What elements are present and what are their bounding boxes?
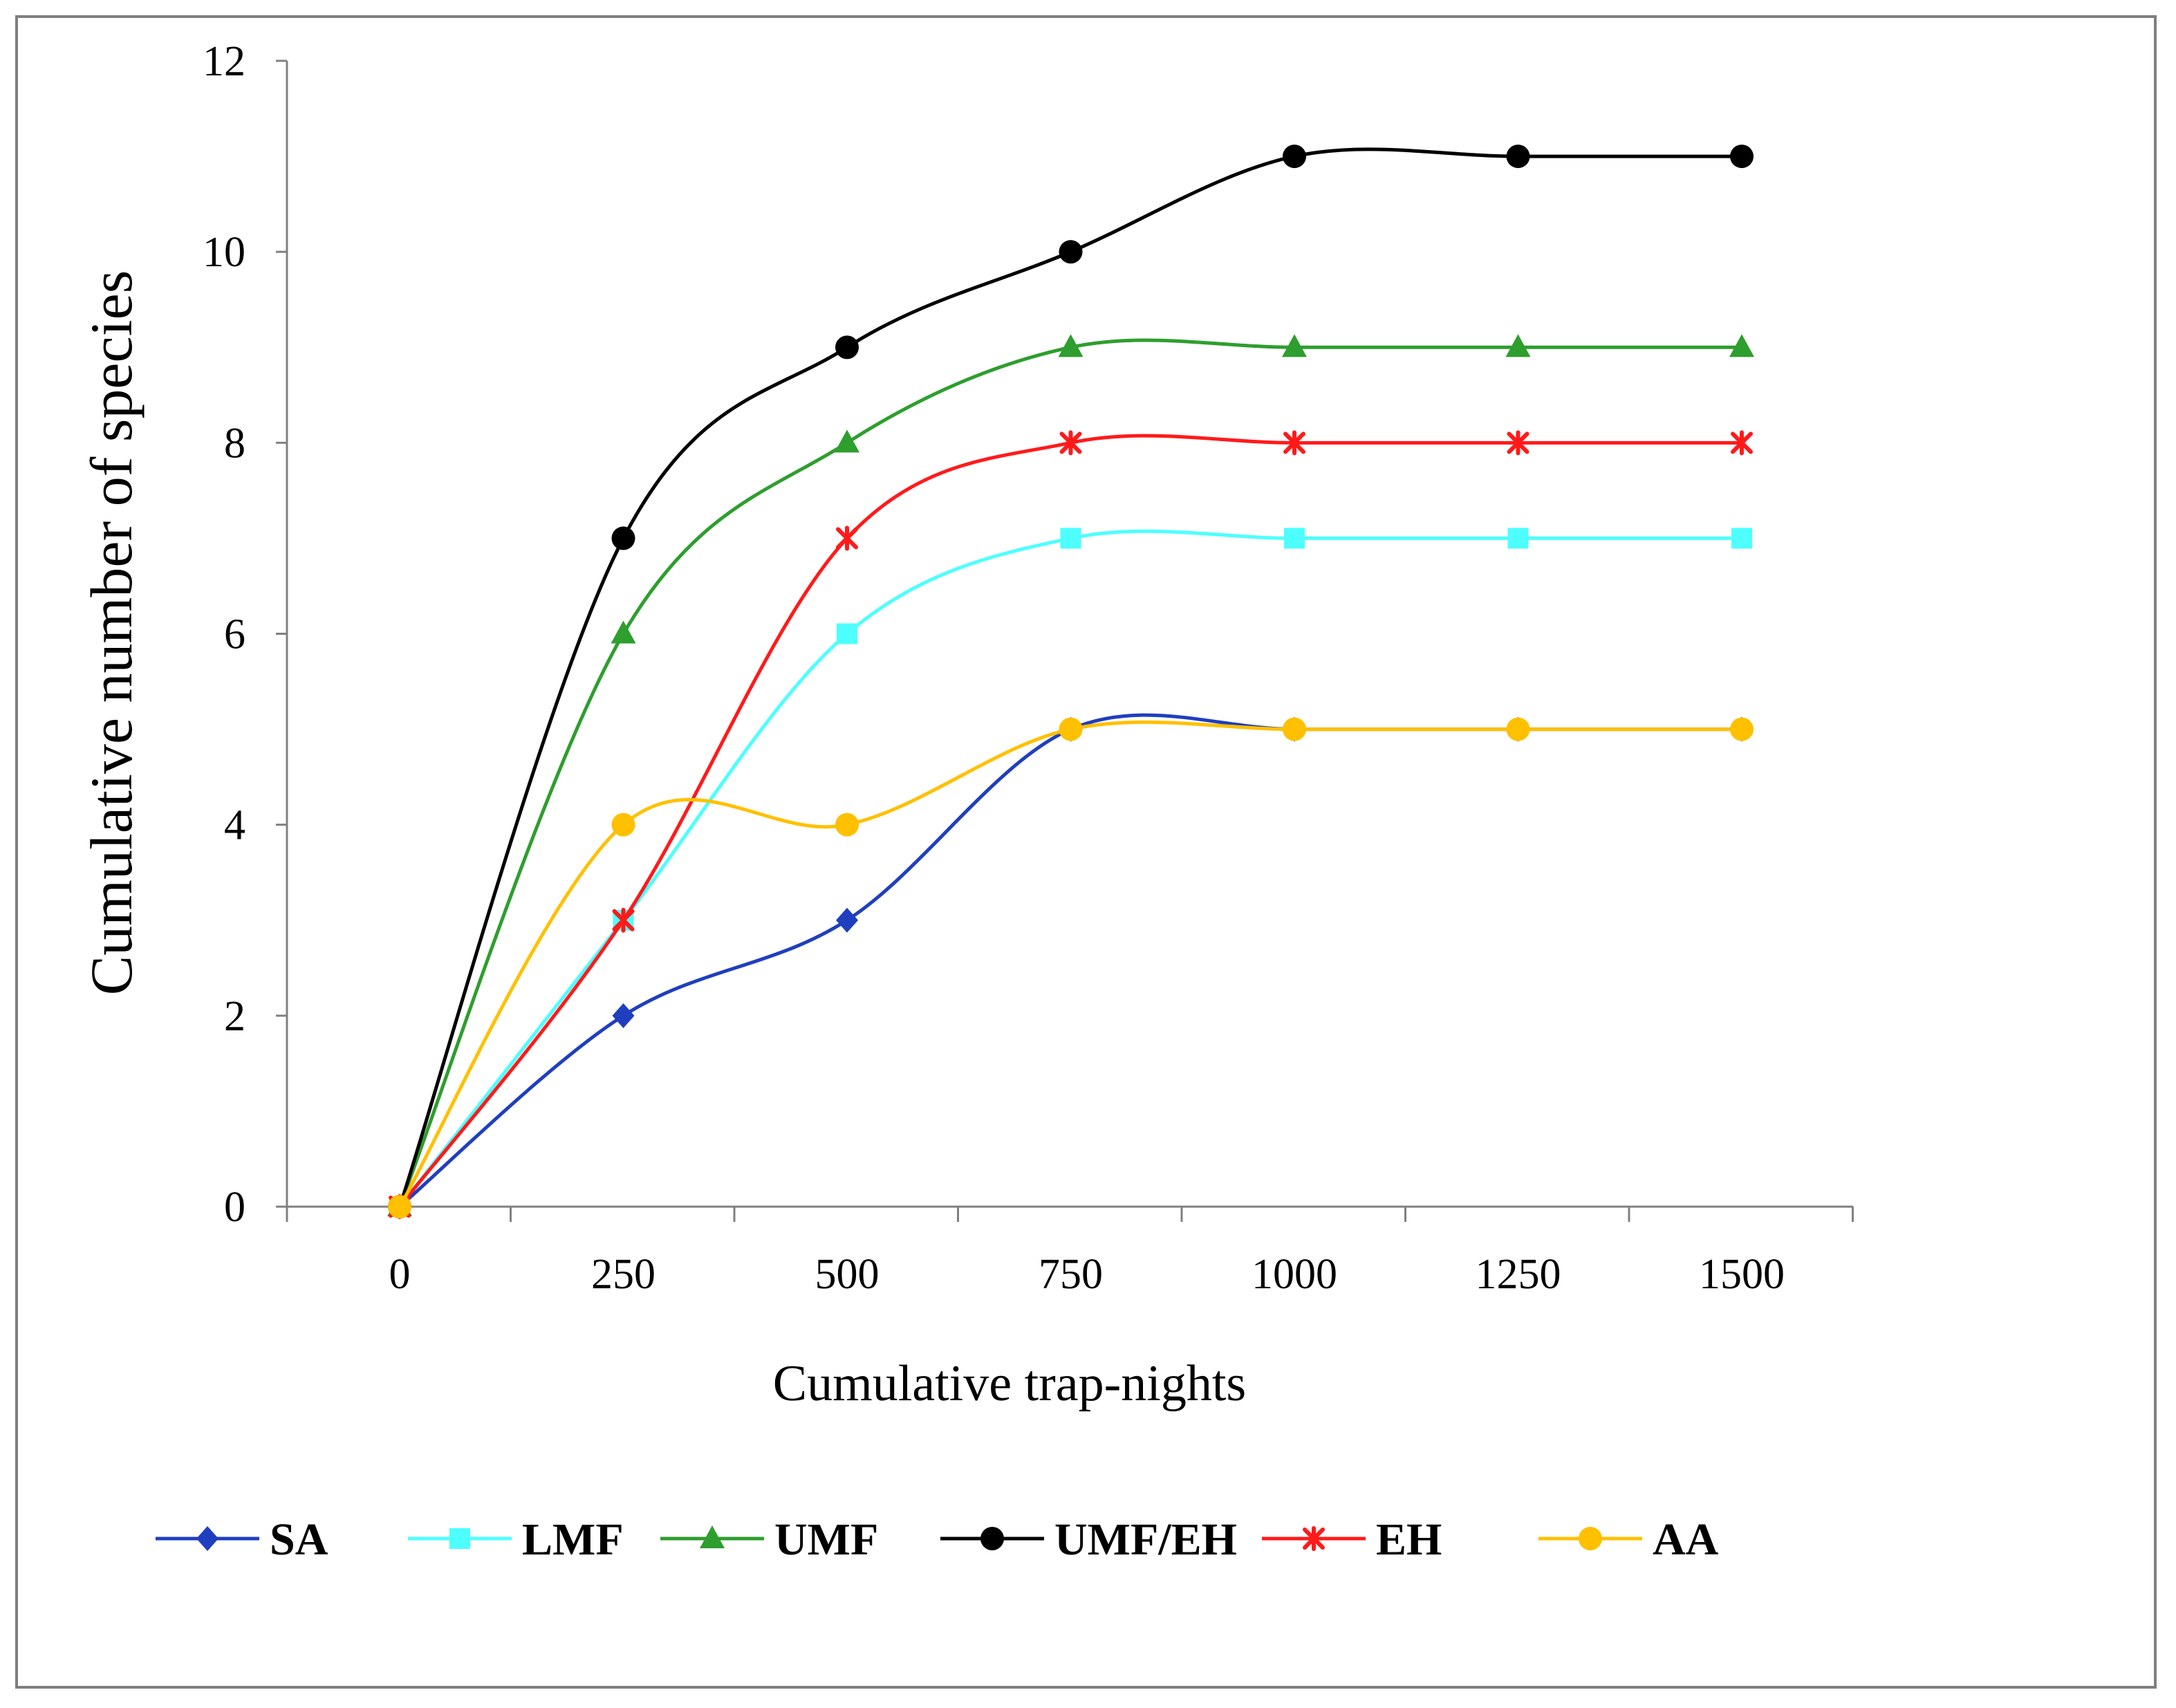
series-umf-eh-point — [1059, 240, 1083, 264]
x-tick-label: 750 — [1039, 1251, 1103, 1298]
series-aa-point — [835, 813, 859, 837]
series-aa-point — [388, 1195, 411, 1218]
series-eh-point — [1731, 430, 1753, 456]
series-umf-line — [398, 338, 1742, 1207]
legend-entry-umf-eh: UMF/EH — [940, 1514, 1237, 1565]
series-aa-point — [1283, 717, 1306, 741]
x-tick-label: 250 — [591, 1251, 655, 1298]
series-umf-point — [611, 620, 636, 644]
series-umf-point — [1505, 334, 1531, 358]
series-umf-point — [1282, 334, 1307, 358]
series-sa-point — [612, 1003, 635, 1028]
series-eh-line — [398, 434, 1742, 1208]
legend-entry-aa: AA — [1538, 1514, 1719, 1565]
series-umf-eh-point — [1283, 145, 1306, 169]
legend-entry-sa: SA — [156, 1514, 328, 1565]
y-tick-label: 12 — [203, 38, 245, 85]
legend-entry-umf: UMF — [660, 1514, 878, 1565]
legend-swatch-marker — [1579, 1527, 1602, 1550]
ticks: 0 2 4 6 8 10 12 0 250 500 750 1000 1250 1500 — [203, 38, 1854, 1298]
series-lmf-line — [398, 529, 1742, 1208]
series-aa-line — [398, 720, 1742, 1208]
axes — [286, 61, 1853, 1208]
series-aa-point — [611, 813, 635, 837]
series-lmf — [389, 528, 1752, 1217]
series-umf-eh — [388, 145, 1754, 1218]
legend-swatch-marker — [1303, 1526, 1325, 1551]
series-umf-point — [1729, 334, 1754, 358]
series-lmf-point — [1731, 528, 1752, 549]
y-axis-title: Cumulative number of species — [78, 270, 145, 995]
x-tick-label: 1500 — [1699, 1251, 1785, 1298]
series-eh — [389, 430, 1753, 1219]
series-eh-point — [1283, 430, 1305, 456]
y-tick-label: 6 — [224, 611, 245, 658]
series-lmf-point — [837, 623, 857, 644]
legend-label: UMF/EH — [1054, 1514, 1237, 1565]
series-umf-eh-line — [398, 147, 1742, 1207]
legend-swatch-marker — [980, 1527, 1004, 1550]
legend-label: LMF — [522, 1514, 624, 1565]
series-umf — [387, 334, 1754, 1216]
series-lmf-point — [1284, 528, 1305, 549]
series-eh-point — [836, 526, 858, 551]
series-umf-eh-point — [1506, 145, 1530, 169]
series-sa-point — [836, 907, 858, 933]
x-tick-label: 0 — [389, 1251, 411, 1298]
series-layer — [387, 145, 1754, 1219]
legend-label: AA — [1653, 1514, 1719, 1565]
series-sa — [389, 713, 1753, 1219]
y-tick-label: 2 — [224, 993, 245, 1040]
series-sa-line — [398, 713, 1742, 1208]
y-tick-label: 0 — [224, 1184, 245, 1231]
x-tick-label: 500 — [815, 1251, 880, 1298]
legend-label: SA — [270, 1514, 328, 1565]
legend-swatch-marker — [449, 1528, 470, 1549]
legend-entry-eh: EH — [1262, 1514, 1442, 1565]
x-tick-label: 1250 — [1476, 1251, 1561, 1298]
y-tick-label: 8 — [224, 420, 245, 467]
series-aa-point — [1059, 717, 1083, 741]
x-tick-label: 1000 — [1252, 1251, 1337, 1298]
chart-frame — [15, 15, 2157, 1689]
legend-label: EH — [1376, 1514, 1442, 1565]
series-umf-eh-point — [611, 526, 635, 550]
series-umf-eh-point — [835, 335, 859, 360]
series-eh-point — [1507, 430, 1529, 456]
series-aa-point — [1730, 717, 1754, 741]
y-tick-label: 10 — [203, 229, 245, 276]
x-axis-title: Cumulative trap-nights — [773, 1355, 1246, 1412]
legend-swatch-marker — [196, 1526, 218, 1551]
series-aa-point — [1506, 717, 1530, 741]
series-umf-point — [1058, 334, 1084, 358]
series-lmf-point — [1507, 528, 1529, 549]
y-tick-label: 4 — [224, 802, 245, 849]
legend-label: UMF — [774, 1514, 878, 1565]
series-lmf-point — [1060, 528, 1081, 549]
legend-swatch-marker — [700, 1525, 725, 1548]
series-aa — [388, 717, 1754, 1218]
legend-entry-lmf: LMF — [408, 1514, 624, 1565]
series-eh-point — [612, 907, 635, 933]
series-umf-point — [835, 429, 859, 453]
series-eh-point — [1059, 430, 1082, 456]
legend: SA LMF UMF UMF/EH EH AA — [156, 1514, 1719, 1565]
series-umf-eh-point — [1730, 145, 1754, 169]
